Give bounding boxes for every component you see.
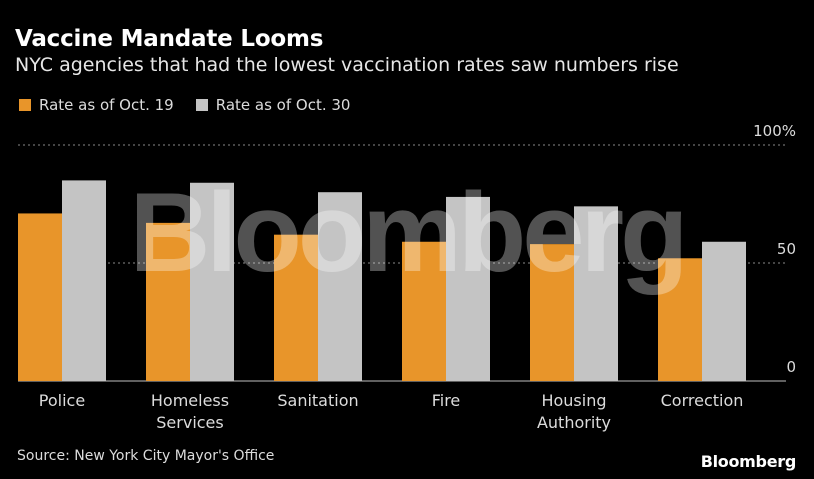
bar-oct-30-4	[574, 206, 618, 381]
x-label-1-0: Homeless	[151, 391, 229, 410]
x-axis-labels: Police Homeless Services Sanitation Fire Hous…	[39, 391, 744, 432]
chart-title: Vaccine Mandate Looms	[15, 26, 324, 52]
x-label-1-1: Services	[156, 413, 223, 432]
legend-item-oct-30: Rate as of Oct. 30	[195, 96, 351, 114]
bar-oct-19-5	[658, 258, 702, 381]
bars	[18, 180, 746, 381]
bar-oct-30-3	[446, 196, 490, 381]
bar-oct-30-1	[190, 182, 234, 381]
bar-oct-19-0	[18, 213, 62, 381]
x-label-0-0: Police	[39, 391, 85, 410]
legend: Rate as of Oct. 19 Rate as of Oct. 30	[19, 96, 372, 114]
bar-oct-30-5	[702, 241, 746, 381]
legend-swatch-oct-30	[195, 99, 208, 111]
bar-oct-19-4	[530, 244, 574, 381]
chart-subtitle: NYC agencies that had the lowest vaccina…	[15, 54, 679, 76]
x-label-4-1: Authority	[537, 413, 611, 432]
y-tick-label-100: 100%	[753, 122, 796, 140]
source-note: Source: New York City Mayor's Office	[17, 448, 275, 464]
legend-label-oct-30: Rate as of Oct. 30	[215, 96, 351, 114]
watermark-text: Bloomberg	[129, 170, 684, 295]
y-axis-ticks: 100% 50 0	[753, 122, 796, 376]
x-label-5-0: Correction	[661, 391, 744, 410]
bar-oct-19-2	[274, 234, 318, 381]
bloomberg-logo: Bloomberg	[700, 452, 797, 471]
x-label-4-0: Housing	[541, 391, 606, 410]
y-tick-label-50: 50	[777, 240, 796, 258]
bar-oct-30-0	[62, 180, 106, 381]
watermark: Bloomberg	[129, 170, 688, 295]
legend-item-oct-19: Rate as of Oct. 19	[19, 96, 174, 114]
x-label-2-0: Sanitation	[277, 391, 358, 410]
legend-swatch-oct-19	[19, 99, 31, 111]
bar-oct-30-2	[318, 192, 362, 381]
bar-oct-19-1	[146, 222, 190, 381]
legend-label-oct-19: Rate as of Oct. 19	[39, 96, 174, 114]
x-label-3-0: Fire	[432, 391, 461, 410]
bar-oct-19-3	[402, 241, 446, 381]
y-tick-label-0: 0	[786, 358, 796, 376]
